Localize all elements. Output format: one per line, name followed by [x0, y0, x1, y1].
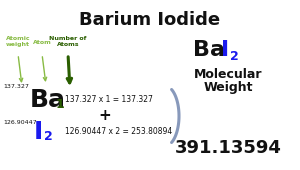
Text: 391.13594: 391.13594: [175, 139, 282, 157]
Text: 1: 1: [56, 98, 65, 111]
Text: I: I: [34, 120, 43, 144]
Text: I: I: [221, 40, 229, 60]
Text: Atomic
weight: Atomic weight: [6, 36, 30, 47]
Text: 126.90447 x 2 = 253.80894: 126.90447 x 2 = 253.80894: [65, 128, 172, 137]
Text: Ba: Ba: [193, 40, 225, 60]
Text: Number of
Atoms: Number of Atoms: [49, 36, 87, 47]
Text: +: +: [99, 108, 111, 123]
Text: Ba: Ba: [30, 88, 66, 112]
Text: 126.90447: 126.90447: [3, 120, 37, 124]
Text: Molecular: Molecular: [194, 67, 262, 81]
Text: Weight: Weight: [203, 81, 253, 95]
Text: 2: 2: [44, 131, 53, 143]
Text: Atom: Atom: [33, 40, 51, 45]
Text: 137.327 x 1 = 137.327: 137.327 x 1 = 137.327: [65, 96, 153, 105]
Text: Barium Iodide: Barium Iodide: [80, 11, 220, 29]
Text: 2: 2: [230, 49, 239, 63]
Text: 137.327: 137.327: [3, 84, 29, 89]
